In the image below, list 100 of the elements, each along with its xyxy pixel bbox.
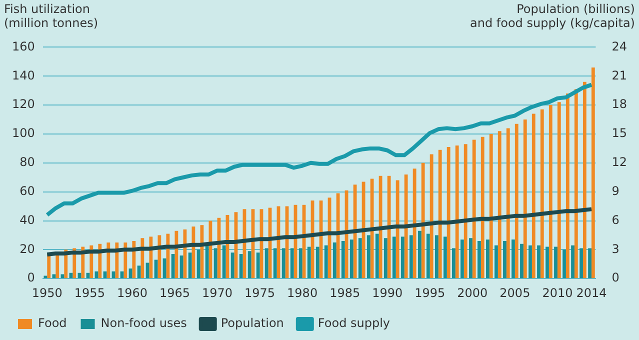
bar	[434, 235, 438, 278]
bar	[384, 238, 388, 278]
bar	[358, 238, 362, 278]
bar	[239, 254, 243, 278]
bar	[307, 246, 311, 278]
bar	[200, 225, 204, 278]
y-tick-label: 140	[12, 68, 35, 82]
y2-tick-label: 18	[612, 97, 628, 112]
bar	[248, 251, 252, 278]
bar	[580, 248, 583, 278]
bar	[426, 234, 430, 278]
bar	[503, 241, 506, 278]
bar	[396, 180, 400, 278]
bar	[44, 276, 48, 278]
bar	[214, 248, 218, 278]
bar	[562, 250, 566, 278]
bar	[591, 67, 595, 278]
bar	[469, 238, 472, 278]
bar	[446, 146, 450, 278]
bar	[554, 246, 558, 278]
bar	[273, 248, 277, 278]
bar	[264, 248, 268, 278]
y-tick-label: 120	[12, 97, 35, 112]
y-tick-label: 100	[12, 126, 35, 140]
bar	[588, 248, 592, 278]
bar	[489, 134, 493, 278]
bar	[409, 235, 413, 278]
y-axis-title: Fish utilization (million tonnes)	[4, 2, 98, 32]
legend-label: Food	[38, 316, 67, 330]
bar	[230, 252, 234, 278]
x-tick-label: 1975	[244, 286, 276, 300]
y2-tick-label: 24	[612, 39, 628, 54]
x-tick-label: 1955	[74, 286, 105, 300]
x-tick-label: 2010	[542, 286, 573, 300]
bar	[472, 140, 476, 278]
bar	[400, 236, 404, 278]
bar	[532, 114, 536, 278]
bar	[546, 246, 549, 278]
y2-tick-label: 3	[612, 242, 620, 256]
bar	[158, 235, 162, 278]
bar	[498, 131, 502, 278]
y-tick-label: 60	[20, 184, 35, 198]
x-tick-label: 2005	[500, 286, 530, 300]
x-tick-label: 1970	[202, 286, 233, 300]
y2-tick-label: 15	[612, 126, 628, 140]
y2-tick-label: 9	[612, 184, 620, 198]
bar	[506, 128, 510, 278]
bar	[514, 124, 518, 278]
y2-tick-label: 0	[612, 270, 620, 285]
y2-tick-label: 12	[612, 155, 628, 170]
y2-tick-label: 6	[612, 212, 620, 227]
bar	[540, 109, 544, 278]
bar	[571, 245, 574, 278]
x-tick-label: 1980	[287, 286, 318, 300]
bar	[478, 241, 481, 278]
bar	[455, 146, 459, 278]
bar	[421, 162, 425, 278]
bar	[486, 240, 490, 278]
bar	[290, 248, 294, 278]
bar	[205, 245, 209, 278]
bar	[537, 245, 540, 278]
bar	[282, 248, 286, 278]
y-tick-label: 80	[20, 155, 35, 170]
bar	[183, 229, 187, 278]
bar	[404, 174, 408, 278]
bar	[149, 236, 153, 278]
bar	[566, 93, 570, 278]
bar	[523, 120, 527, 278]
legend-label: Food supply	[318, 316, 390, 330]
y2-axis-title: Population (billions) and food supply (kg/capita)	[470, 2, 635, 32]
bar	[460, 240, 464, 278]
bar	[316, 246, 320, 278]
bar	[512, 240, 515, 278]
bar	[582, 82, 586, 278]
bar	[438, 150, 442, 278]
bar	[350, 240, 354, 278]
x-tick-label: 1985	[330, 286, 360, 300]
bar	[464, 144, 468, 278]
bar	[480, 136, 484, 278]
bar	[378, 176, 382, 278]
bar	[140, 238, 144, 278]
bar	[494, 245, 498, 278]
bar	[443, 236, 447, 278]
y2-tick-label: 21	[612, 68, 628, 82]
x-tick-label: 2000	[457, 286, 488, 300]
y-tick-label: 40	[20, 212, 35, 227]
bar	[392, 236, 396, 278]
x-tick-label: 1990	[372, 286, 403, 300]
bar	[192, 226, 196, 278]
bar	[324, 245, 328, 278]
bar	[412, 168, 416, 278]
bar	[332, 242, 336, 278]
bar	[366, 235, 370, 278]
x-tick-label: 1960	[116, 286, 148, 300]
bar	[548, 105, 552, 278]
bar	[132, 241, 136, 278]
bar	[520, 244, 524, 278]
x-tick-label: 2014	[576, 286, 607, 300]
bar	[47, 254, 51, 278]
bar	[452, 248, 456, 278]
